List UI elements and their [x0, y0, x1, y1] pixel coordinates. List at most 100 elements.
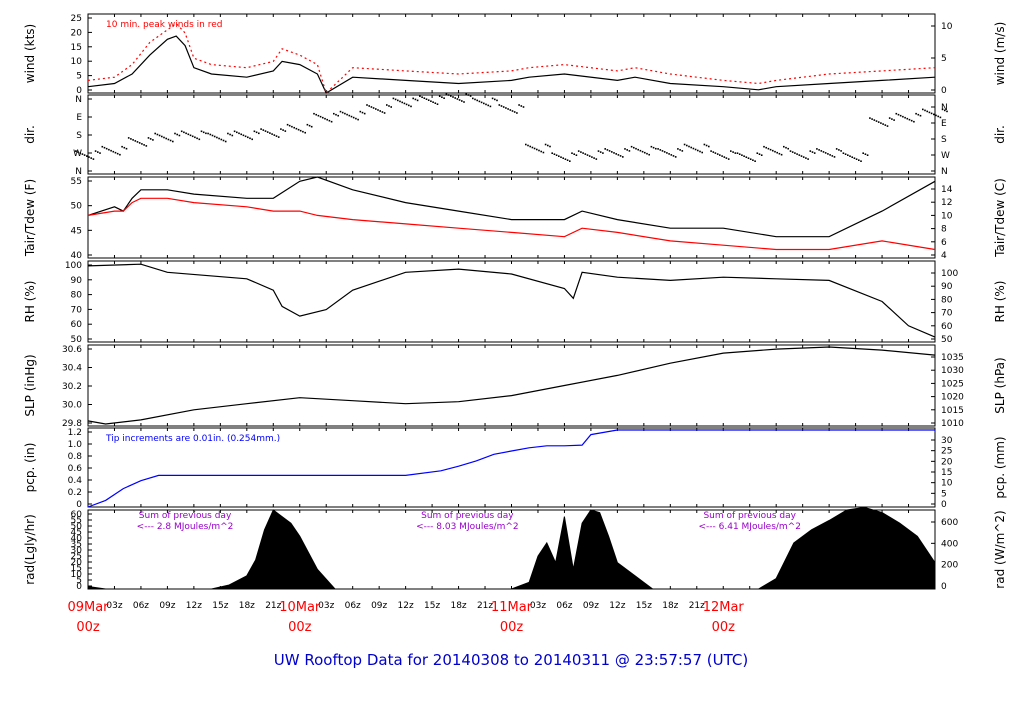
left-axis-title: Tair/Tdew (F) — [23, 179, 37, 257]
dir-point — [161, 135, 163, 138]
dir-point — [328, 119, 331, 122]
left-tick-label: N — [75, 95, 82, 105]
dir-point — [496, 99, 498, 102]
dir-point — [655, 147, 657, 150]
series-Tdew — [87, 197, 936, 251]
dir-point — [445, 93, 448, 95]
dir-point — [794, 152, 796, 154]
dir-point — [562, 157, 564, 159]
dir-point — [167, 138, 170, 141]
left-axis-title: RH (%) — [23, 281, 37, 323]
dir-point — [886, 125, 889, 127]
dir-point — [844, 153, 847, 155]
dir-point — [324, 117, 326, 120]
dir-point — [884, 124, 887, 126]
dir-point — [575, 154, 578, 156]
dir-point — [873, 119, 876, 121]
left-tick-label: 60 — [71, 320, 83, 330]
dir-point — [701, 151, 703, 154]
left-tick-label: 5 — [76, 576, 82, 586]
series-rh — [87, 263, 936, 338]
dir-point — [847, 154, 849, 156]
dir-point — [791, 151, 794, 153]
dir-point — [339, 110, 342, 113]
dir-point — [147, 137, 150, 139]
dir-point — [216, 136, 218, 139]
dir-point — [341, 111, 344, 114]
dir-point — [452, 96, 454, 98]
dir-point — [736, 152, 739, 154]
dir-point — [502, 106, 505, 108]
right-tick-label: 80 — [941, 295, 953, 305]
dir-point — [694, 148, 697, 151]
x-tick-label: 03z — [106, 601, 122, 611]
panel-rh: 50 60 70 80 90 100 50 60 70 80 90 100 RH (%) RH (%) — [23, 260, 1007, 345]
dir-point — [743, 155, 745, 157]
right-tick-label: E — [941, 119, 947, 129]
left-tick-label: 50 — [71, 202, 83, 212]
right-tick-label: 12 — [941, 198, 952, 208]
dir-point — [408, 104, 410, 107]
left-tick-label: 100 — [65, 261, 82, 271]
dir-point — [163, 136, 165, 139]
dir-point — [236, 131, 238, 134]
dir-point — [714, 152, 717, 154]
day-label: 12Mar — [703, 600, 745, 615]
left-axis-title: rad(Lgly/hr) — [23, 514, 37, 585]
dir-point — [178, 134, 181, 137]
dir-point — [787, 147, 789, 150]
left-axis-title: dir. — [23, 125, 37, 144]
dir-point — [796, 153, 798, 155]
dir-point — [505, 107, 507, 109]
dir-point — [103, 146, 106, 149]
dir-point — [833, 156, 836, 158]
left-tick-label: 0 — [76, 582, 82, 592]
dir-point — [573, 153, 575, 155]
right-tick-label: 1020 — [941, 393, 964, 403]
dir-point — [646, 152, 648, 155]
dir-point — [152, 139, 154, 141]
dir-point — [474, 98, 476, 101]
left-tick-label: 15 — [71, 43, 82, 53]
dir-point — [105, 147, 108, 150]
dir-point — [924, 109, 926, 112]
dir-point — [626, 149, 628, 151]
dir-point — [447, 94, 450, 96]
dir-point — [386, 104, 388, 106]
dir-point — [926, 110, 928, 113]
left-tick-label: 0.4 — [68, 476, 83, 486]
dir-point — [840, 150, 842, 152]
dir-point — [88, 156, 90, 158]
dir-point — [663, 151, 666, 153]
right-tick-label: 60 — [941, 322, 953, 332]
right-tick-label: 0 — [941, 500, 947, 510]
dir-point — [798, 154, 801, 156]
dir-point — [838, 149, 840, 151]
dir-point — [727, 158, 730, 160]
dir-point — [813, 152, 816, 154]
dir-point — [933, 113, 935, 116]
dir-point — [930, 112, 933, 115]
dir-point — [855, 158, 858, 160]
dir-point — [648, 153, 650, 156]
dir-point — [683, 143, 686, 146]
dir-point — [198, 138, 201, 141]
dir-point — [280, 128, 282, 130]
dir-point — [593, 157, 595, 159]
x-tick-label: 09z — [159, 601, 175, 611]
right-tick-label: N — [941, 167, 948, 177]
dir-point — [679, 149, 681, 151]
dir-point — [75, 150, 77, 152]
dir-point — [650, 145, 653, 148]
left-tick-label: 0.6 — [68, 464, 83, 474]
dir-point — [238, 132, 240, 135]
dir-point — [209, 133, 212, 136]
dir-point — [772, 149, 774, 152]
dir-point — [304, 131, 306, 134]
dir-point — [169, 139, 172, 142]
dir-point — [211, 134, 214, 137]
right-tick-label: 100 — [941, 269, 958, 279]
dir-point — [196, 137, 198, 140]
dir-point — [405, 103, 408, 106]
